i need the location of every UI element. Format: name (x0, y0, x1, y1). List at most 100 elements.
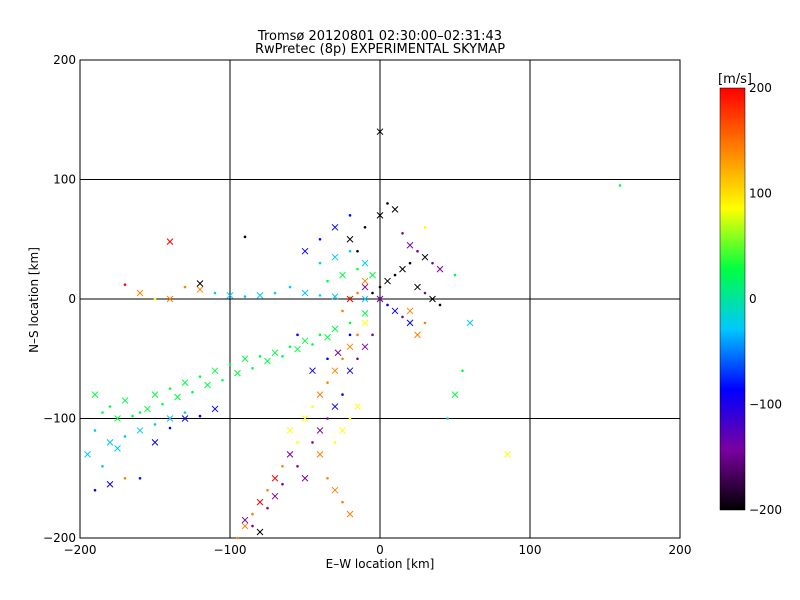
data-point-x (346, 343, 354, 351)
data-point-dot (281, 355, 284, 358)
data-point-dot (311, 441, 314, 444)
y-axis-label: N–S location [km] (27, 247, 41, 353)
data-point-x (361, 309, 369, 317)
data-point-dot (386, 303, 389, 307)
data-point-x (256, 528, 264, 536)
data-point-stroke (376, 295, 384, 303)
data-point-x (376, 128, 384, 136)
data-point-dot (326, 357, 329, 361)
data-point-x (241, 355, 249, 363)
data-point-stroke (301, 415, 309, 422)
data-point-stroke (309, 367, 316, 375)
data-point-dot (431, 261, 434, 265)
data-point-stroke (331, 325, 339, 333)
data-point-x (106, 439, 114, 446)
data-point-x (346, 295, 354, 303)
data-point-stroke (361, 319, 369, 327)
x-axis-label: E–W location [km] (326, 557, 435, 571)
data-point-x (196, 286, 204, 293)
data-point-dot (401, 231, 404, 235)
data-point-stroke (361, 283, 369, 291)
data-point-dot (243, 235, 247, 239)
data-point-stroke (466, 319, 474, 327)
data-point-stroke (451, 391, 459, 398)
data-point-x (354, 403, 361, 410)
data-point-x (414, 331, 421, 339)
data-point-dot (281, 482, 284, 486)
data-point-x (361, 259, 369, 267)
data-point-stroke (391, 307, 399, 315)
data-point-stroke (436, 265, 444, 273)
data-point-stroke (406, 307, 414, 315)
data-point-stroke (271, 474, 279, 482)
x-tick-label: −200 (64, 543, 97, 557)
data-point-dot (408, 261, 412, 265)
data-point-x (316, 391, 324, 398)
data-point-x (151, 391, 159, 398)
data-point-x (406, 307, 414, 315)
data-point-dot (288, 285, 292, 289)
data-point-stroke (151, 439, 159, 446)
data-point-x (114, 415, 121, 422)
data-point-x (181, 415, 189, 422)
data-point-stroke (391, 206, 399, 213)
data-point-stroke (339, 427, 346, 434)
data-point-stroke (114, 415, 121, 422)
data-point-stroke (301, 289, 309, 297)
data-point-x (241, 516, 249, 524)
data-point-dot (296, 465, 299, 468)
data-point-stroke (361, 259, 369, 267)
data-point-x (369, 271, 376, 279)
data-point-stroke (256, 498, 264, 506)
data-point-x (226, 292, 234, 299)
colorbar-label: [m/s] (718, 72, 752, 87)
data-point-x (84, 450, 91, 458)
data-point-x (271, 492, 279, 500)
data-point-x (256, 292, 264, 299)
data-point-dot (258, 355, 262, 358)
data-point-x (264, 357, 271, 365)
data-point-x (286, 427, 294, 434)
data-point-x (346, 235, 354, 243)
data-point-stroke (376, 211, 384, 219)
data-point-dot (356, 249, 359, 253)
data-point-x (174, 393, 181, 401)
data-point-dot (266, 488, 269, 492)
x-tick-label: 0 (376, 543, 384, 557)
data-point-stroke (376, 128, 384, 136)
data-point-dot (348, 417, 352, 420)
data-point-x (166, 295, 174, 303)
data-point-stroke (84, 450, 91, 458)
data-point-x (301, 247, 309, 255)
data-point-dot (183, 285, 187, 289)
data-point-x (211, 405, 219, 413)
data-point-dot (311, 405, 314, 408)
data-point-dot (326, 381, 329, 384)
data-point-stroke (234, 369, 241, 377)
y-tick-label: 0 (68, 292, 76, 306)
data-point-x (451, 391, 459, 398)
data-point-dot (438, 303, 442, 307)
data-point-dot (318, 237, 322, 241)
data-point-x (399, 265, 406, 273)
y-tick-label: 200 (53, 53, 76, 67)
data-point-dot (123, 435, 127, 438)
data-point-x (331, 293, 339, 300)
data-point-x (121, 397, 129, 404)
data-point-x (429, 295, 436, 303)
data-point-x (136, 427, 144, 434)
data-point-dot (341, 309, 344, 313)
x-tick-label: 200 (669, 543, 692, 557)
data-point-dot (446, 417, 449, 420)
data-point-x (106, 480, 114, 488)
data-point-dot (341, 393, 344, 396)
data-point-dot (356, 267, 359, 271)
data-point-stroke (346, 295, 354, 303)
data-point-dot (251, 524, 254, 528)
data-point-stroke (331, 486, 339, 494)
data-point-stroke (121, 397, 129, 404)
data-point-stroke (211, 367, 219, 375)
data-point-stroke (346, 343, 354, 351)
data-point-dot (348, 333, 352, 337)
